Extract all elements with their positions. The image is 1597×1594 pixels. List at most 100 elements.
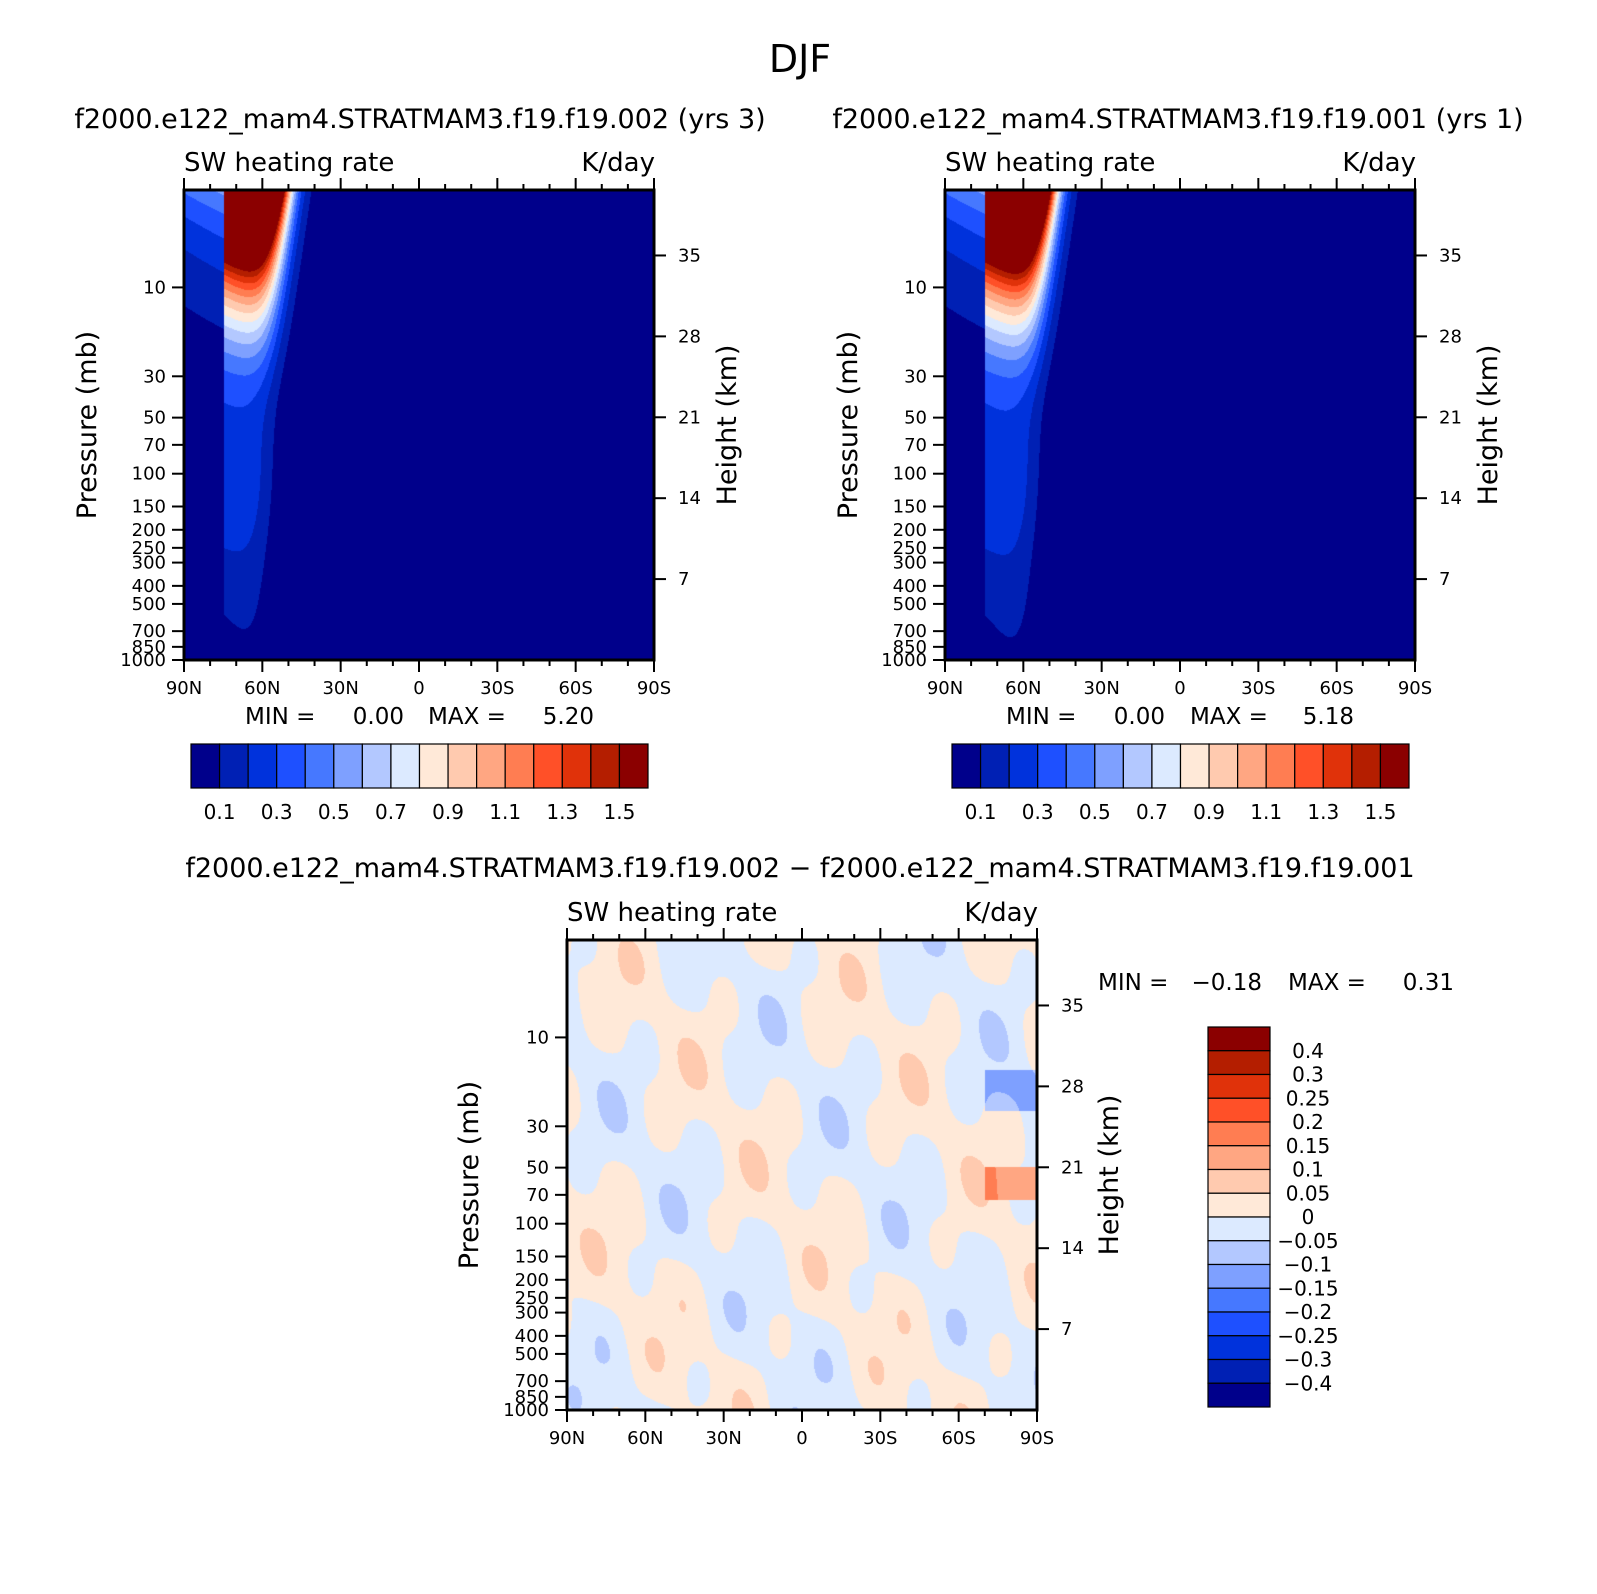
panel-c-ytick-label: 70 <box>526 1185 549 1206</box>
panel-b-colorbar-box <box>1294 743 1324 789</box>
panel-c-ytick-label: 10 <box>526 1027 549 1048</box>
panel-c-xtick-label: 30S <box>863 1428 897 1449</box>
panel-c-colorbar-box <box>1207 1335 1271 1361</box>
panel-a-ytick-label: 30 <box>143 366 166 387</box>
panel-b-max-value: 5.18 <box>1303 704 1354 730</box>
panel-a-plot-field <box>184 190 654 660</box>
panel-a-case-title: f2000.e122_mam4.STRATMAM3.f19.f19.002 (y… <box>74 104 765 135</box>
panel-a-ytick-label: 10 <box>143 277 166 298</box>
panel-b-colorbar-label: 0.5 <box>1079 800 1111 824</box>
panel-a-axes: 90N 60N 30N 0 30S 60S 90S103050701001502002503… <box>120 178 701 699</box>
panel-b-y2tick-label: 35 <box>1439 245 1462 266</box>
panel-a-colorbar-box <box>418 743 449 789</box>
panel-a-ytick-label: 250 <box>132 538 166 559</box>
panel-a-ytick-label: 850 <box>132 637 166 658</box>
panel-c-ytick-label: 150 <box>515 1247 549 1268</box>
panel-b-colorbar-label: 0.3 <box>1022 800 1054 824</box>
figure-title: DJF <box>769 37 831 81</box>
panel-c-xtick-label: 90S <box>1020 1428 1054 1449</box>
panel-b-colorbar-box <box>1351 743 1382 789</box>
panel-a-colorbar-label: 0.9 <box>432 800 464 824</box>
panel-b-xtick-label: 60S <box>1319 678 1353 699</box>
panel-c-y2label: Height (km) <box>1094 1095 1125 1256</box>
panel-a-min-label: MIN = <box>245 704 315 730</box>
panel-b-y2label: Height (km) <box>1473 345 1504 506</box>
panel-b-colorbar-box <box>1179 743 1210 789</box>
panel-b-colorbar-box <box>1065 743 1096 789</box>
panel-b-ytick-label: 1000 <box>881 650 927 671</box>
panel-b-colorbar-box <box>951 743 982 789</box>
panel-a-colorbar-box <box>218 743 249 789</box>
panel-c-colorbar-box <box>1207 1026 1271 1052</box>
panel-b-colorbar-box <box>1379 743 1410 789</box>
panel-a-ytick-label: 50 <box>143 408 166 429</box>
panel-c-ytick-label: 700 <box>515 1371 549 1392</box>
panel-b-min-label: MIN = <box>1006 704 1076 730</box>
panel-c-colorbar-box <box>1207 1240 1271 1266</box>
panel-c-xtick-label: 0 <box>796 1428 807 1449</box>
panel-c-ytick-label: 850 <box>515 1387 549 1408</box>
panel-b-ytick-label: 150 <box>893 497 927 518</box>
panel-c-ytick-label: 50 <box>526 1158 549 1179</box>
panel-b-ytick-label: 700 <box>893 621 927 642</box>
panel-b-y2tick-label: 21 <box>1439 407 1462 428</box>
panel-c-y2tick-label: 14 <box>1061 1238 1084 1259</box>
panel-b-axes: 90N 60N 30N 0 30S 60S 90S103050701001502002503… <box>881 178 1462 699</box>
panel-b-ytick-label: 100 <box>893 464 927 485</box>
panel-c-xtick-label: 60N <box>627 1428 663 1449</box>
panel-b-colorbar-box <box>1265 743 1296 789</box>
panel-c-colorbar-label: −0.25 <box>1277 1324 1338 1348</box>
panel-c-axes: 90N 60N 30N 0 30S 60S 90S103050701001502002503… <box>503 928 1084 1449</box>
panel-a-colorbar-box <box>304 743 335 789</box>
panel-a-xtick-label: 0 <box>413 678 424 699</box>
panel-a-min-value: 0.00 <box>353 704 404 730</box>
panel-b-colorbar-label: 1.1 <box>1250 800 1282 824</box>
panel-c-field-image <box>567 940 1037 1410</box>
panel-a-xtick-label: 30N <box>322 678 358 699</box>
panel-c-colorbar-box <box>1207 1216 1271 1242</box>
panel-c-colorbar-box <box>1207 1073 1271 1099</box>
panel-c-colorbar-box <box>1207 1311 1271 1337</box>
panel-c-ytick-label: 100 <box>515 1214 549 1235</box>
panel-c-y2tick-label: 28 <box>1061 1076 1084 1097</box>
panel-a-xtick-label: 30S <box>480 678 514 699</box>
panel-a-colorbar-label: 1.1 <box>489 800 521 824</box>
panel-a-xtick-label: 90S <box>637 678 671 699</box>
panel-b-colorbar-label: 0.1 <box>965 800 997 824</box>
panel-b-ytick-label: 500 <box>893 594 927 615</box>
panel-c-plot-field <box>567 940 1037 1410</box>
panel-c-max-value: 0.31 <box>1403 970 1454 996</box>
panel-b-y2tick-label: 7 <box>1439 569 1450 590</box>
panel-c-colorbar-label: 0 <box>1302 1205 1315 1229</box>
panel-a-colorbar-box <box>333 743 363 789</box>
panel-b-colorbar-box <box>1151 743 1182 789</box>
panel-a-y2tick-label: 35 <box>678 245 701 266</box>
panel-c-colorbar-box <box>1207 1358 1271 1384</box>
panel-b-ytick-label: 400 <box>893 576 927 597</box>
panel-c-colorbar-box <box>1207 1121 1271 1147</box>
panel-c-colorbar-box <box>1207 1168 1271 1194</box>
panel-b-variable-label: SW heating rate <box>945 148 1155 178</box>
panel-b-y2tick-label: 14 <box>1439 488 1462 509</box>
panel-b-colorbar-label: 1.5 <box>1365 800 1397 824</box>
panel-c: f2000.e122_mam4.STRATMAM3.f19.f19.002 − … <box>185 853 1454 1449</box>
panel-c-ytick-label: 30 <box>526 1116 549 1137</box>
panel-b-ytick-label: 50 <box>904 408 927 429</box>
panel-a-colorbar-label: 0.1 <box>204 800 236 824</box>
panel-b-xtick-label: 90S <box>1398 678 1432 699</box>
panel-a-ytick-label: 1000 <box>120 650 166 671</box>
panel-c-colorbar-label: −0.4 <box>1284 1371 1333 1395</box>
panel-c-ytick-label: 250 <box>515 1288 549 1309</box>
panel-b-y2tick-label: 28 <box>1439 326 1462 347</box>
panel-a-colorbar-box <box>190 743 221 789</box>
panel-c-colorbar-label: 0.1 <box>1292 1158 1324 1182</box>
panel-a-y2tick-label: 28 <box>678 326 701 347</box>
panel-a-units-label: K/day <box>581 148 655 178</box>
panel-b-colorbar-box <box>1094 743 1124 789</box>
panel-a-colorbar-box <box>361 743 392 789</box>
panel-c-ytick-label: 200 <box>515 1270 549 1291</box>
panel-c-y2tick-label: 21 <box>1061 1157 1084 1178</box>
panel-a-colorbar-label: 1.3 <box>546 800 578 824</box>
panel-a-ytick-label: 700 <box>132 621 166 642</box>
